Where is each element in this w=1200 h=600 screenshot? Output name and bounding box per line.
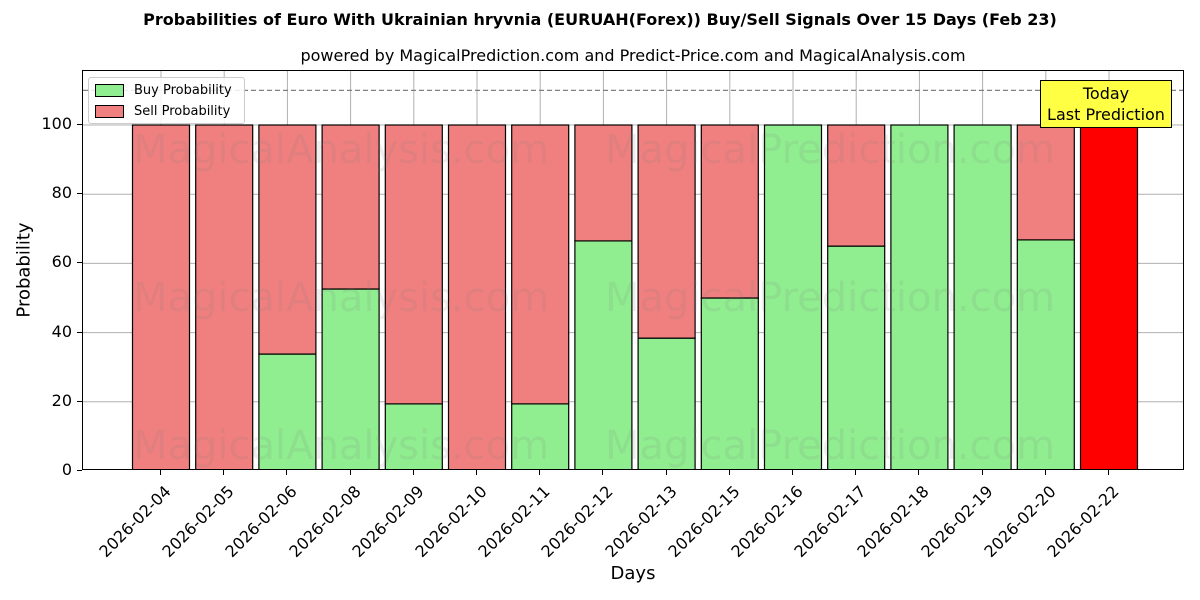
sell-swatch-icon: [95, 104, 124, 118]
x-tick-mark: [981, 470, 983, 475]
bar-buy: [763, 124, 823, 469]
bar-sell: [827, 124, 886, 247]
y-tick-mark: [77, 193, 82, 195]
x-tick-mark: [476, 470, 477, 475]
bar-sell: [131, 124, 191, 469]
y-tick-label: 60: [51, 252, 72, 272]
y-tick-label: 40: [51, 321, 72, 341]
bar-buy: [953, 124, 1012, 469]
y-tick-mark: [77, 331, 82, 333]
bar-buy: [321, 288, 380, 469]
y-tick-label: 80: [51, 183, 72, 203]
bar-sell: [637, 124, 696, 339]
watermark-text: MagicalAnalysis.com: [133, 127, 549, 173]
bar-sell: [258, 124, 317, 355]
y-axis-label: Probability: [13, 222, 35, 318]
watermark-text: MagicalPrediction.com: [605, 275, 1055, 321]
x-tick-mark: [728, 470, 730, 475]
watermark-text: MagicalPrediction.com: [605, 423, 1055, 469]
bar-sell: [195, 124, 254, 469]
x-tick-mark: [665, 470, 667, 475]
plot-area: MagicalAnalysis.com MagicalPrediction.com…: [82, 70, 1184, 470]
buy-swatch-icon: [95, 83, 124, 97]
y-tick-mark: [77, 262, 82, 264]
legend: Buy Probability Sell Probability: [88, 77, 245, 124]
bar-buy: [637, 337, 696, 469]
legend-item-buy: Buy Probability: [95, 82, 232, 98]
y-tick-mark: [77, 400, 82, 402]
bar-sell: [700, 124, 759, 299]
x-tick-mark: [792, 470, 793, 475]
bar-buy: [1016, 239, 1075, 469]
x-tick-mark: [412, 470, 414, 475]
x-axis-label: Days: [610, 563, 656, 584]
x-tick-mark: [539, 470, 541, 475]
x-tick-mark: [160, 470, 161, 475]
legend-item-sell: Sell Probability: [95, 103, 230, 119]
bar-buy: [700, 297, 759, 469]
bar-buy: [827, 245, 886, 469]
y-tick-mark: [77, 124, 82, 125]
y-tick-label: 20: [51, 390, 72, 410]
y-tick-label: 0: [61, 460, 72, 479]
legend-sell-label: Sell Probability: [134, 103, 231, 119]
today-line1: Today: [1082, 84, 1130, 103]
watermark-text: MagicalPrediction.com: [605, 127, 1055, 173]
x-tick-mark: [1108, 470, 1109, 475]
bar-sell: [447, 124, 507, 469]
legend-buy-label: Buy Probability: [134, 82, 232, 98]
x-tick-mark: [602, 470, 604, 475]
bar-sell: [574, 124, 633, 242]
x-tick-mark: [349, 470, 351, 475]
bar-sell: [511, 124, 570, 405]
x-tick-mark: [223, 470, 225, 475]
x-tick-mark: [855, 470, 857, 475]
bar-sell: [384, 124, 443, 405]
chart-title: Probabilities of Euro With Ukrainian hry…: [143, 10, 1057, 29]
bar-buy: [258, 353, 317, 469]
x-tick-mark: [286, 470, 288, 475]
chart-subtitle: powered by MagicalPrediction.com and Pre…: [300, 46, 966, 65]
bar-sell: [321, 124, 380, 290]
bars-canvas: MagicalAnalysis.com MagicalPrediction.com…: [83, 71, 1183, 469]
y-tick-mark: [77, 470, 82, 471]
watermark-text: MagicalAnalysis.com: [133, 423, 549, 469]
today-line2: Last Prediction: [1047, 105, 1165, 124]
x-tick-mark: [918, 470, 920, 475]
x-tick-mark: [1044, 470, 1046, 475]
bar-buy: [511, 403, 570, 469]
y-tick-label: 100: [41, 114, 72, 133]
today-annotation: Today Last Prediction: [1040, 80, 1172, 128]
bar-today: [1079, 124, 1139, 469]
watermark-text: MagicalAnalysis.com: [133, 275, 549, 321]
bar-buy: [890, 124, 949, 469]
